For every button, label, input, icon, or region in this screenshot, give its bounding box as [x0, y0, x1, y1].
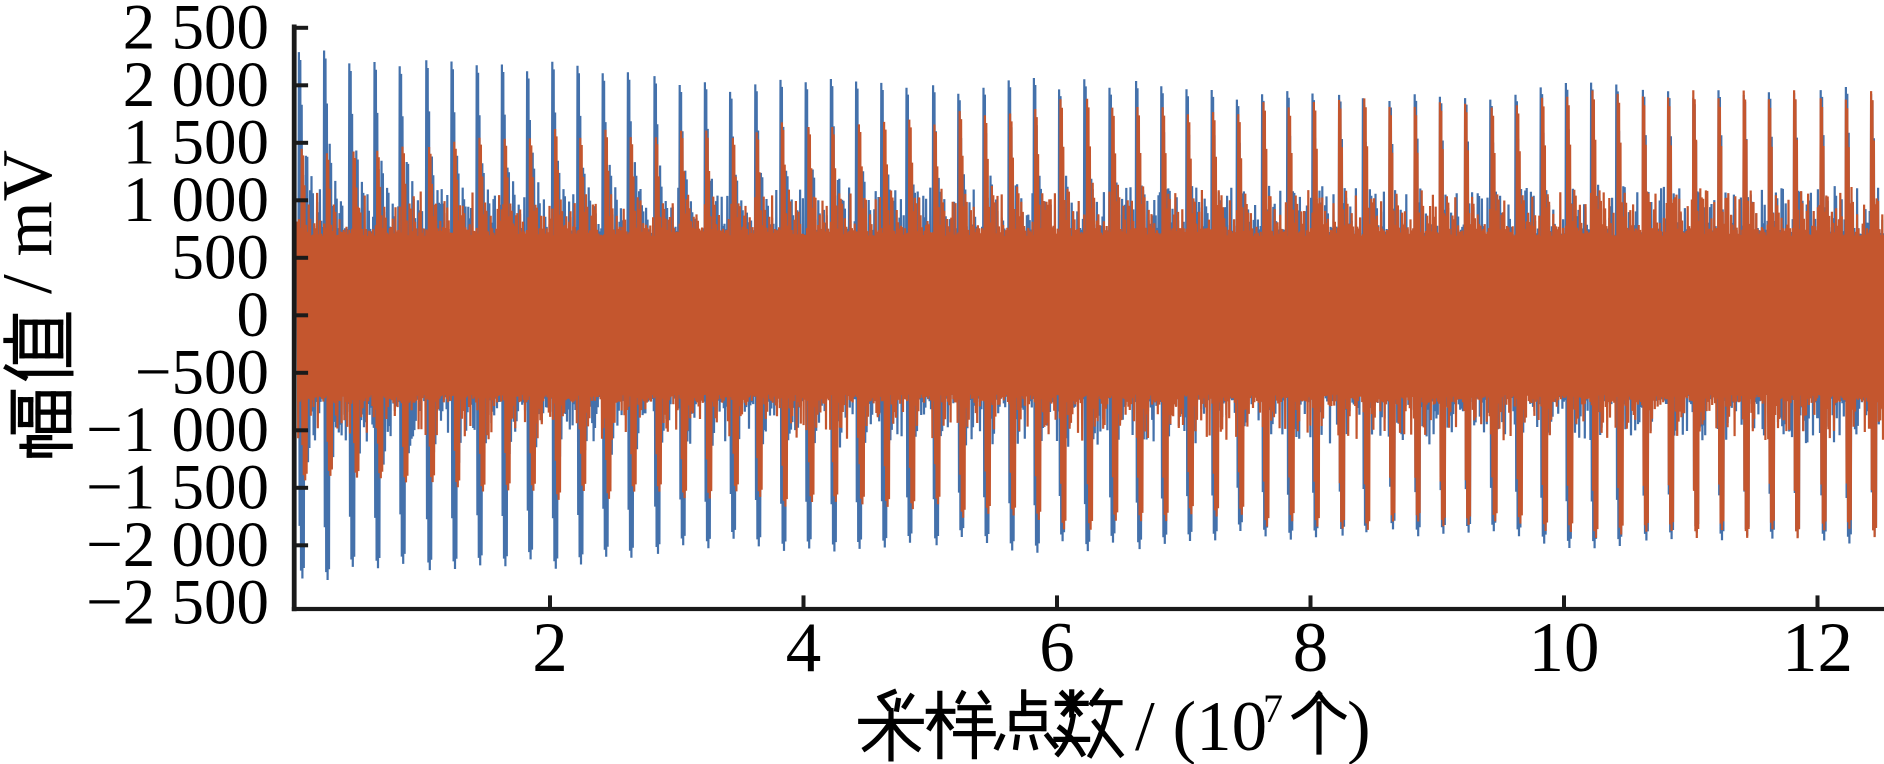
svg-text:−500: −500: [135, 336, 269, 408]
svg-text:0: 0: [237, 279, 270, 351]
svg-text:4: 4: [786, 609, 822, 687]
svg-text:10: 10: [1529, 609, 1600, 687]
svg-text:2 000: 2 000: [123, 49, 269, 121]
svg-text:6: 6: [1039, 609, 1075, 687]
svg-text:−1 000: −1 000: [86, 394, 269, 466]
svg-text:2: 2: [532, 609, 568, 687]
svg-text:/ mV: / mV: [0, 150, 67, 294]
svg-text:1 000: 1 000: [123, 164, 269, 236]
svg-text:8: 8: [1293, 609, 1329, 687]
svg-text:2 500: 2 500: [123, 0, 269, 63]
svg-text:−1 500: −1 500: [86, 451, 269, 523]
svg-text:500: 500: [172, 221, 270, 293]
svg-text:7: 7: [1263, 686, 1283, 731]
svg-text:): ): [1347, 688, 1371, 764]
svg-text:/ (10: / (10: [1135, 688, 1267, 764]
svg-text:12: 12: [1782, 609, 1853, 687]
svg-text:−2 500: −2 500: [86, 566, 269, 638]
svg-text:−2 000: −2 000: [86, 509, 269, 581]
svg-text:1 500: 1 500: [123, 106, 269, 178]
